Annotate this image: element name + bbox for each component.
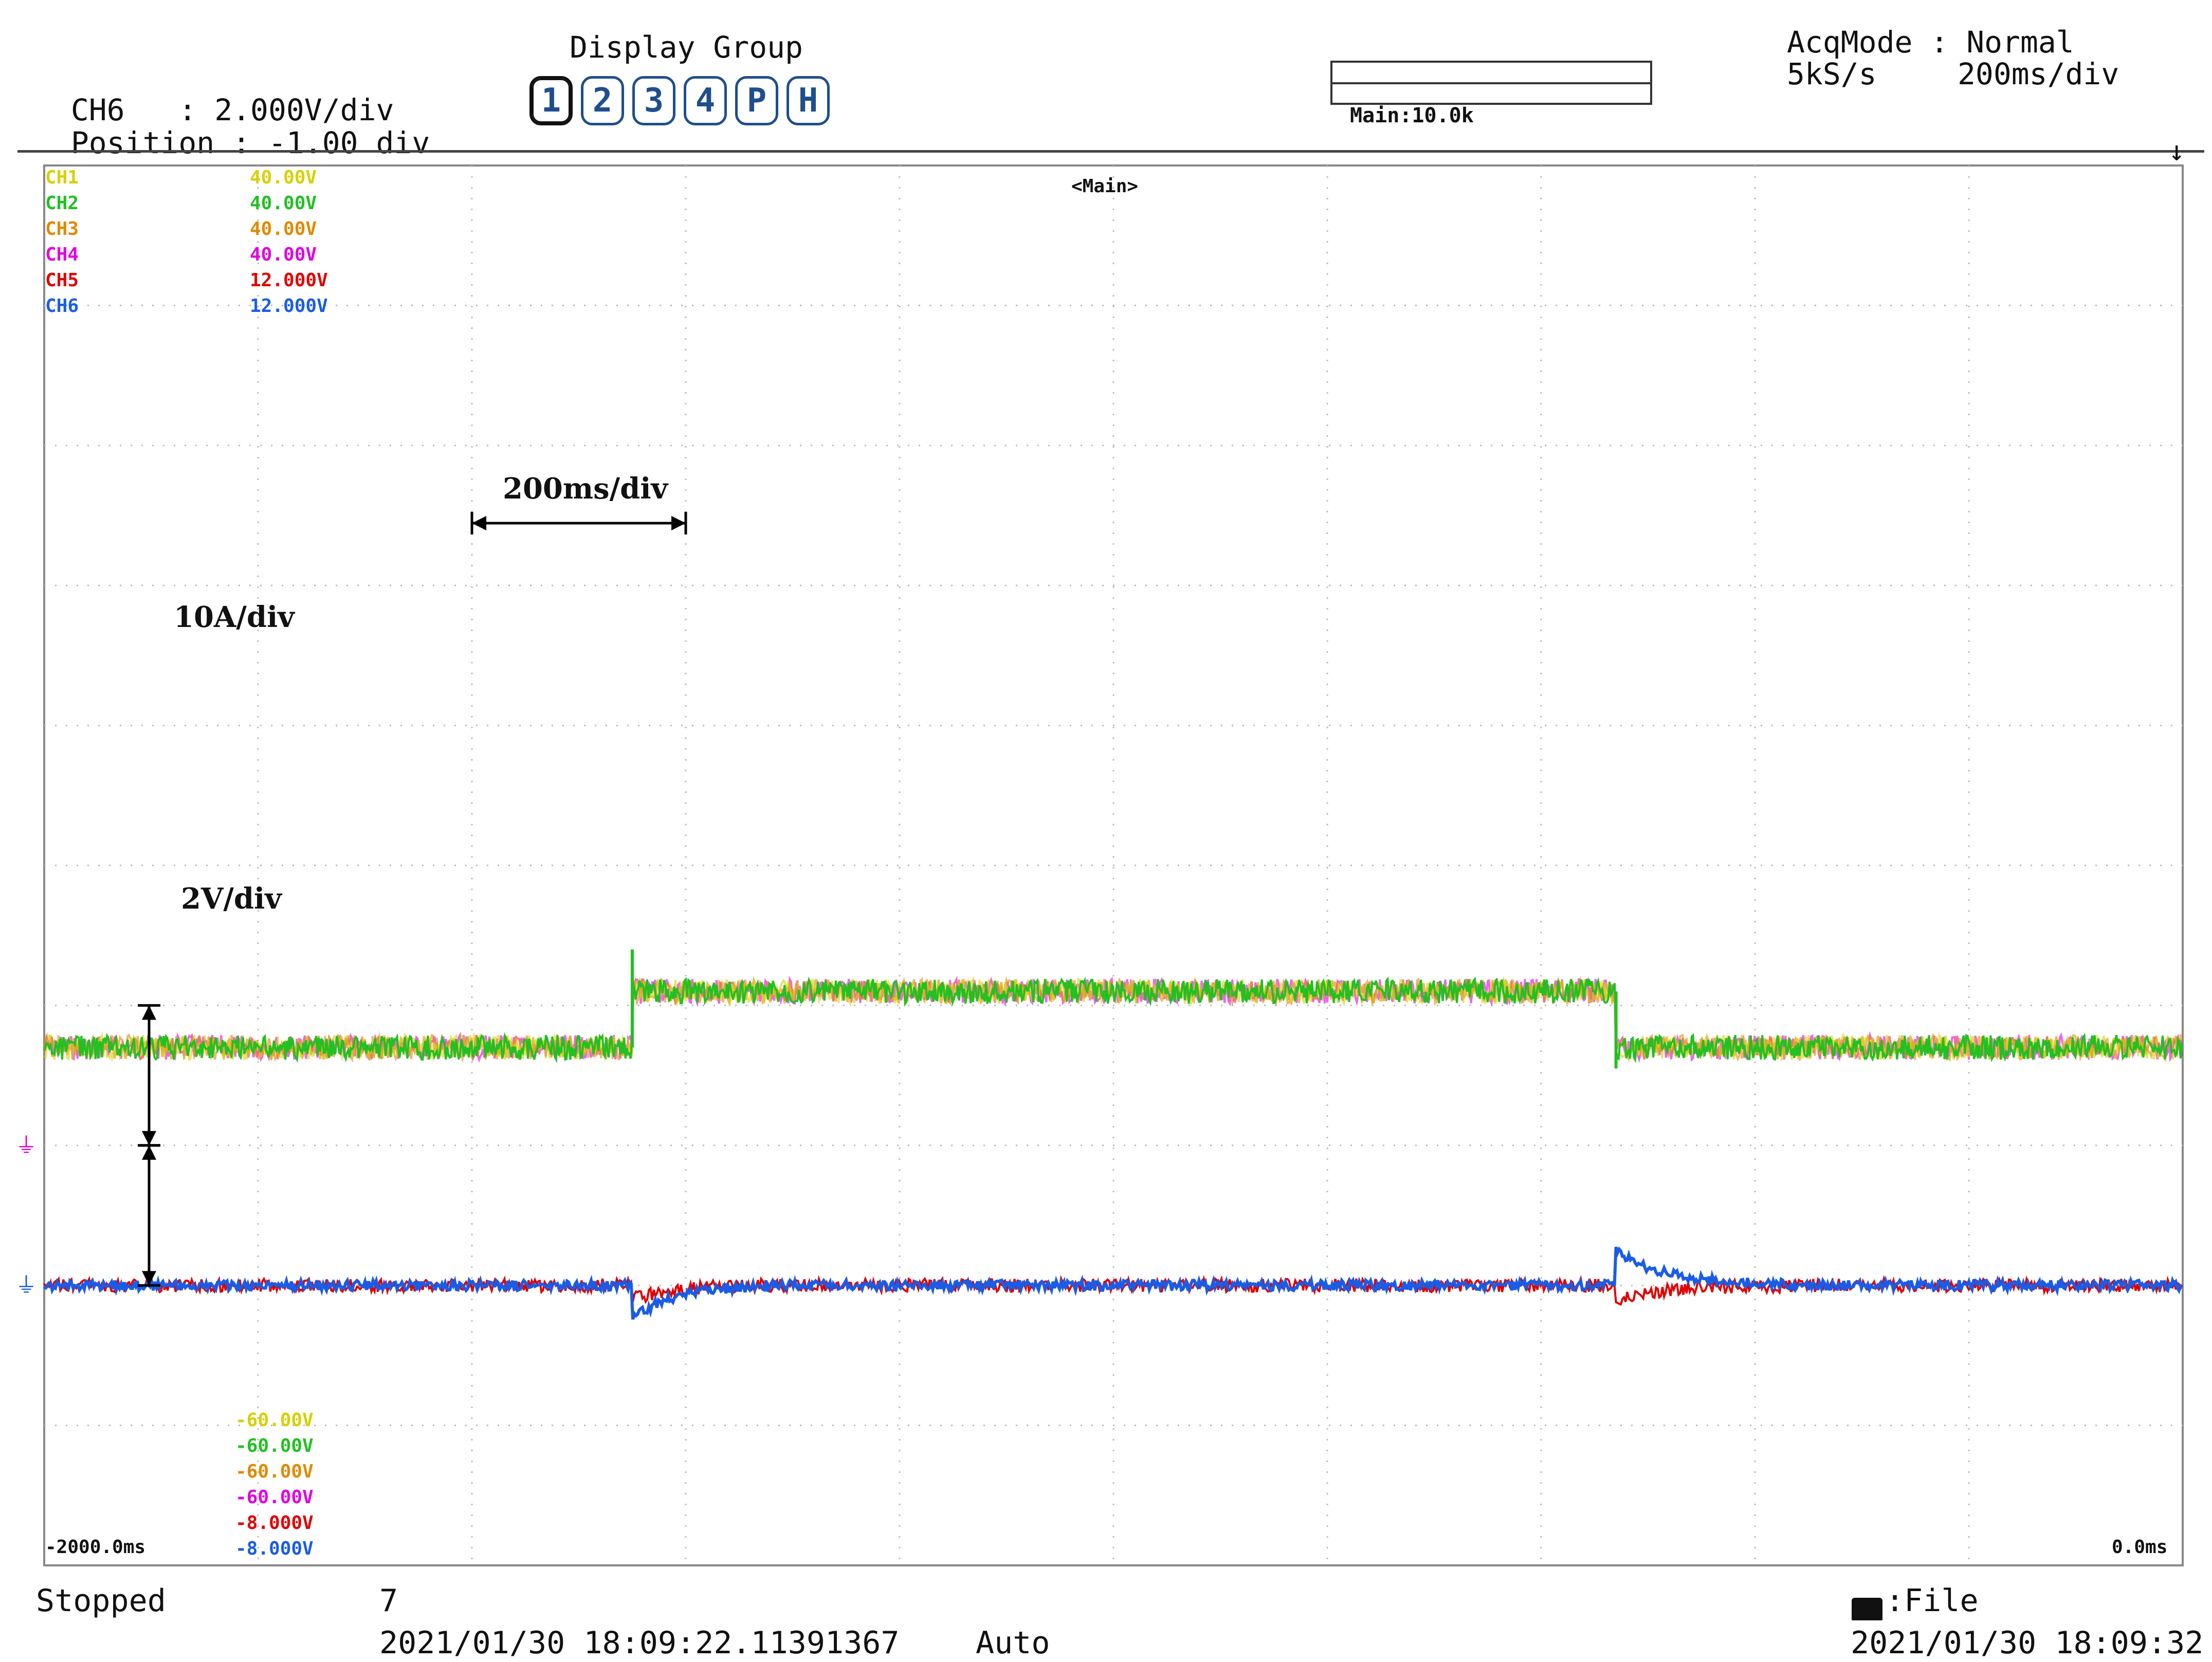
display-group-button-2[interactable]: 2 <box>581 76 624 125</box>
upper-scale-ch1: 40.00V <box>250 167 317 188</box>
zoom-label: Main:10.0k <box>1350 104 1474 127</box>
ground-marker-current: ⏚ <box>15 1133 37 1158</box>
acquisition-status: Stopped <box>36 1583 166 1619</box>
current-scale-arrowhead <box>142 1131 156 1146</box>
channel-readout: CH6 : 2.000V/div <box>35 61 394 126</box>
ch2-trace <box>43 976 2183 1063</box>
trigger-marker-icon: ↓ <box>2168 135 2185 167</box>
channel-label-ch2: CH2 <box>45 193 79 214</box>
time-scale-arrowhead <box>472 516 486 530</box>
lower-scale-ch5: -8.000V <box>235 1512 314 1534</box>
upper-scale-ch6: 12.000V <box>250 296 328 317</box>
trigger-mode: Auto <box>976 1625 1050 1661</box>
header-divider <box>17 150 2204 153</box>
current-scale-annotation: 10A/div <box>174 600 295 634</box>
lower-scale-ch1: -60.00V <box>235 1410 314 1431</box>
trigger-timestamp: 2021/01/30 18:09:22.11391367 <box>379 1625 900 1661</box>
ch6-trace <box>43 1246 2183 1320</box>
channel-label-ch1: CH1 <box>45 167 79 188</box>
current-timestamp: 2021/01/30 18:09:32 <box>1851 1625 2204 1661</box>
ground-marker-voltage: ⏚ <box>15 1272 37 1298</box>
channel-label-ch5: CH5 <box>45 270 79 291</box>
time-scale-annotation: 200ms/div <box>503 472 668 506</box>
save-label: :File <box>1886 1583 1979 1619</box>
zoom-indicator <box>1330 61 1652 105</box>
voltage-scale-arrowhead <box>142 1145 156 1160</box>
upper-scale-ch4: 40.00V <box>250 244 317 265</box>
printer-icon <box>1852 1597 1882 1620</box>
acquisition-count: 7 <box>379 1583 398 1619</box>
display-group-button-1[interactable]: 1 <box>529 76 573 125</box>
position-readout: Position : -1.00 div <box>35 94 430 159</box>
channel-label-ch6: CH6 <box>45 296 79 317</box>
volts-per-div: : 2.000V/div <box>178 93 394 127</box>
save-destination[interactable]: :File <box>1852 1583 1979 1620</box>
voltage-scale-arrowhead <box>142 1271 156 1286</box>
voltage-scale-annotation: 2V/div <box>181 882 282 916</box>
position-value: : -1.00 div <box>232 125 430 160</box>
lower-scale-ch4: -60.00V <box>235 1487 314 1508</box>
channel-name: CH6 <box>70 93 125 127</box>
acqmode-readout: AcqMode : Normal <box>1787 25 2074 60</box>
time-per-div: 200ms/div <box>1958 57 2119 91</box>
display-group-button-h[interactable]: H <box>787 76 830 125</box>
lower-scale-ch3: -60.00V <box>235 1461 314 1482</box>
current-scale-arrowhead <box>142 1005 156 1020</box>
display-group-button-3[interactable]: 3 <box>632 76 675 125</box>
upper-scale-ch5: 12.000V <box>250 270 328 291</box>
channel-label-ch4: CH4 <box>45 244 79 265</box>
display-group-button-4[interactable]: 4 <box>684 76 727 125</box>
position-label: Position <box>70 125 215 160</box>
time-right-label: 0.0ms <box>2112 1537 2168 1558</box>
time-left-label: -2000.0ms <box>45 1537 146 1558</box>
main-label: <Main> <box>1071 176 1139 197</box>
display-group-label: Display Group <box>570 30 803 65</box>
upper-scale-ch2: 40.00V <box>250 193 317 214</box>
lower-scale-ch6: -8.000V <box>235 1538 314 1559</box>
display-group-button-p[interactable]: P <box>735 76 778 125</box>
sample-rate: 5kS/s <box>1787 57 1877 91</box>
lower-scale-ch2: -60.00V <box>235 1435 314 1456</box>
upper-scale-ch3: 40.00V <box>250 218 317 239</box>
time-scale-arrowhead <box>671 516 686 530</box>
channel-label-ch3: CH3 <box>45 218 79 239</box>
